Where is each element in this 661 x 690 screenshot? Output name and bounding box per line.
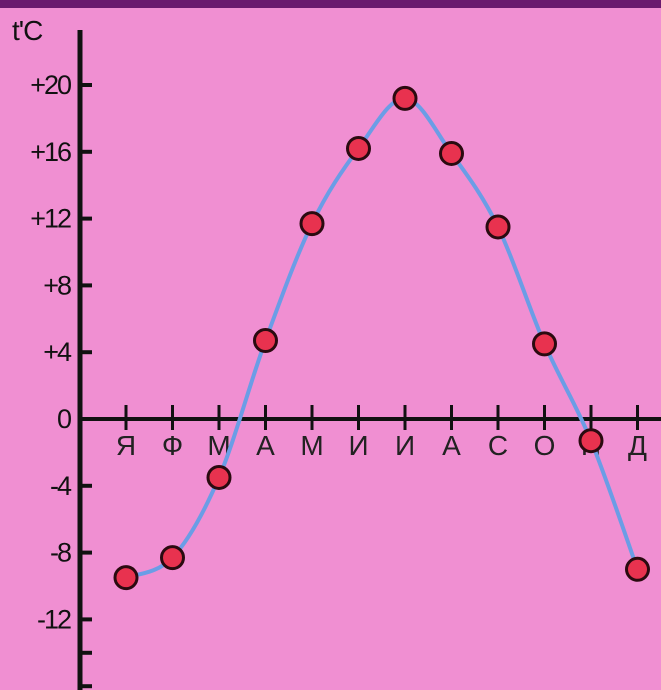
x-tick-label: М xyxy=(300,430,323,461)
y-tick-label: +12 xyxy=(30,204,71,234)
x-ticks: ЯФМАМИИАСОНД xyxy=(116,405,647,461)
y-tick-label: -12 xyxy=(37,604,71,634)
x-tick-label: Я xyxy=(116,430,136,461)
x-tick-label: О xyxy=(534,430,556,461)
y-tick-label: +4 xyxy=(43,337,72,367)
y-tick-label: 0 xyxy=(57,404,71,434)
series-line xyxy=(125,96,640,580)
y-axis-title: t'C xyxy=(12,15,43,46)
data-point xyxy=(532,331,557,357)
data-point xyxy=(206,464,232,490)
x-tick-label: А xyxy=(442,430,461,461)
x-tick-label: Ф xyxy=(162,430,183,461)
data-point xyxy=(346,135,371,161)
data-point xyxy=(439,140,464,166)
y-tick-label: +8 xyxy=(43,270,71,300)
data-point xyxy=(485,214,511,240)
y-tick-label: -8 xyxy=(50,538,71,568)
x-tick-label: С xyxy=(488,430,508,461)
top-bar xyxy=(0,0,661,8)
x-tick-label: Д xyxy=(628,430,647,461)
x-tick-label: М xyxy=(207,430,230,461)
x-tick-label: И xyxy=(348,430,368,461)
axes xyxy=(77,30,661,690)
y-tick-label: -4 xyxy=(50,471,72,501)
y-tick-label: +16 xyxy=(30,137,71,167)
markers xyxy=(113,85,650,591)
data-point xyxy=(160,545,185,571)
data-point xyxy=(578,428,604,454)
data-point xyxy=(625,556,650,582)
data-point xyxy=(392,85,418,111)
x-tick-label: И xyxy=(395,430,415,461)
data-point xyxy=(299,211,325,237)
data-point xyxy=(253,328,278,354)
data-point xyxy=(113,565,139,591)
temperature-line xyxy=(125,96,640,580)
y-ticks: +20 +16 +12 +8 +4 0 -4 -8 -12 xyxy=(30,70,92,689)
y-tick-label: +20 xyxy=(30,70,71,100)
x-tick-label: А xyxy=(256,430,275,461)
